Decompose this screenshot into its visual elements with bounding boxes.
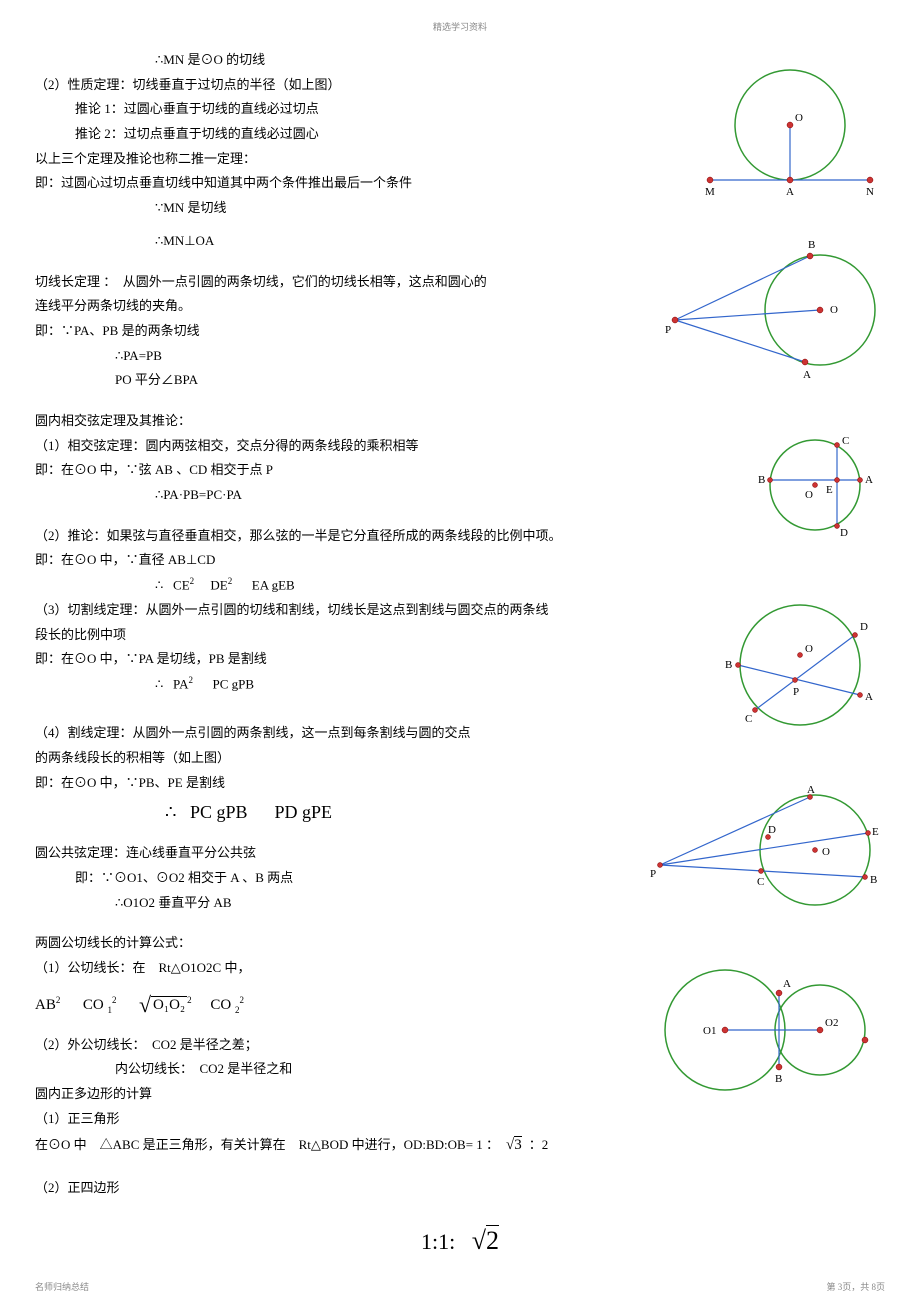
svg-text:O: O	[830, 304, 838, 316]
svg-text:C: C	[842, 435, 849, 447]
svg-text:B: B	[725, 659, 732, 671]
svg-text:C: C	[757, 876, 764, 888]
fig1-tangent-circle: O M A N	[690, 55, 890, 215]
l24-pre: ∴	[155, 676, 163, 691]
svg-text:P: P	[665, 324, 671, 336]
fig2-two-tangents: B O P A	[660, 230, 890, 390]
fig3-intersecting-chords: C B O E A D	[740, 430, 890, 540]
l20-pre: ∴	[155, 577, 163, 592]
svg-text:O: O	[805, 489, 813, 501]
line20: ∴ CE2 DE2 EA gEB	[35, 573, 885, 598]
svg-text:O: O	[822, 846, 830, 858]
footer-right: 第 3页，共 8页	[826, 1280, 885, 1293]
svg-text:B: B	[775, 1073, 782, 1085]
l20-ce: CE	[173, 577, 190, 592]
svg-text:O: O	[795, 112, 803, 124]
fig4-secant-tangent: D O B P C A	[700, 600, 890, 750]
l20-de: DE	[210, 577, 227, 592]
svg-text:B: B	[870, 874, 877, 886]
svg-text:A: A	[803, 369, 811, 381]
l24-pc: PC gPB	[212, 676, 254, 691]
l39-text: 在⊙O 中 △ABC 是正三角形，有关计算在 Rt△BOD 中进行，OD:BD:…	[35, 1137, 499, 1152]
line40: （2）正四边形	[35, 1176, 885, 1201]
svg-text:E: E	[872, 826, 879, 838]
svg-text:O2: O2	[825, 1017, 838, 1029]
l34-ab: AB	[35, 997, 56, 1013]
fig5-two-secants: A E D O P C B	[650, 785, 890, 915]
svg-text:D: D	[840, 527, 848, 539]
header-top: 精选学习资料	[35, 20, 885, 33]
svg-text:E: E	[826, 484, 833, 496]
line38: （1）正三角形	[35, 1107, 885, 1132]
svg-text:M: M	[705, 186, 715, 198]
svg-text:O1: O1	[703, 1025, 716, 1037]
l34-co1: CO	[83, 997, 104, 1013]
l20-ea: EA gEB	[252, 577, 295, 592]
l39b-text: ：2	[529, 1137, 549, 1152]
svg-text:O: O	[805, 643, 813, 655]
svg-text:D: D	[768, 824, 776, 836]
svg-text:A: A	[807, 785, 815, 796]
fig6-two-circles: A O1 O2 B	[640, 960, 890, 1110]
svg-text:A: A	[865, 691, 873, 703]
line39: 在⊙O 中 △ABC 是正三角形，有关计算在 Rt△BOD 中进行，OD:BD:…	[35, 1131, 885, 1160]
svg-text:P: P	[793, 686, 799, 698]
svg-text:D: D	[860, 621, 868, 633]
svg-text:P: P	[650, 868, 656, 880]
l34-co2: CO	[210, 997, 231, 1013]
svg-text:C: C	[745, 713, 752, 725]
svg-text:B: B	[758, 474, 765, 486]
bottom-math: 1:1: √2	[35, 1216, 885, 1265]
footer-left: 名师归纳总结	[35, 1280, 89, 1293]
svg-text:B: B	[808, 239, 815, 251]
l28-pre: ∴	[165, 802, 176, 822]
l34-oo: O₁O₂	[151, 996, 187, 1013]
l28-pc: PC gPB	[190, 802, 248, 822]
footer: 名师归纳总结 第 3页，共 8页	[35, 1280, 885, 1293]
svg-text:A: A	[786, 186, 794, 198]
bottom-ratio: 1:1:	[421, 1229, 455, 1254]
svg-text:N: N	[866, 186, 874, 198]
line19: 即：在⊙O 中，∵直径 AB⊥CD	[35, 548, 885, 573]
line32: 两圆公切线长的计算公式：	[35, 931, 885, 956]
l28-pd: PD gPE	[275, 802, 333, 822]
svg-text:A: A	[783, 978, 791, 990]
svg-text:A: A	[865, 474, 873, 486]
l24-pa: PA	[173, 676, 188, 691]
